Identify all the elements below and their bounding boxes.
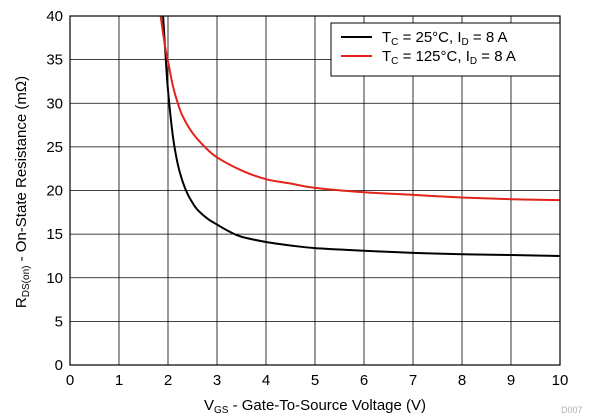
series-line-1 [162, 15, 561, 257]
y-tick-labels: 0 5 10 15 20 25 30 35 40 [46, 8, 63, 374]
legend: TC = 25°C, ID = 8 ATC = 125°C, ID = 8 A [330, 22, 561, 77]
legend-box [330, 22, 561, 77]
y-tick-label: 5 [55, 313, 63, 330]
x-tick-label: 7 [409, 372, 417, 389]
x-tick-label: 5 [311, 372, 319, 389]
x-tick-label: 0 [66, 372, 74, 389]
y-tick-label: 40 [46, 8, 63, 25]
y-axis-title: RDS(on) - On-State Resistance (mΩ) [13, 76, 32, 308]
legend-label-2: TC = 125°C, ID = 8 A [382, 48, 516, 67]
y-tick-label: 35 [46, 52, 63, 69]
series-layer [159, 15, 561, 257]
x-tick-label: 2 [164, 372, 172, 389]
y-tick-label: 0 [55, 357, 63, 374]
x-tick-label: 3 [213, 372, 221, 389]
x-tick-label: 4 [262, 372, 270, 389]
figure-code: D007 [561, 405, 583, 415]
x-tick-label: 6 [360, 372, 368, 389]
y-tick-label: 30 [46, 95, 63, 112]
x-tick-label: 1 [115, 372, 123, 389]
legend-label-1: TC = 25°C, ID = 8 A [382, 29, 508, 48]
y-tick-label: 25 [46, 139, 63, 156]
x-tick-labels: 0 1 2 3 4 5 6 7 8 9 10 [66, 372, 569, 389]
x-tick-label: 10 [552, 372, 569, 389]
x-tick-label: 9 [507, 372, 515, 389]
plot-frame [69, 15, 561, 366]
y-tick-label: 20 [46, 183, 63, 200]
series-line-2 [159, 15, 561, 202]
x-tick-label: 8 [458, 372, 466, 389]
legend-items: TC = 25°C, ID = 8 ATC = 125°C, ID = 8 A [341, 29, 516, 67]
y-tick-label: 10 [46, 270, 63, 287]
x-axis-title: VGS - Gate-To-Source Voltage (V) [204, 397, 426, 415]
y-tick-label: 15 [46, 226, 63, 243]
